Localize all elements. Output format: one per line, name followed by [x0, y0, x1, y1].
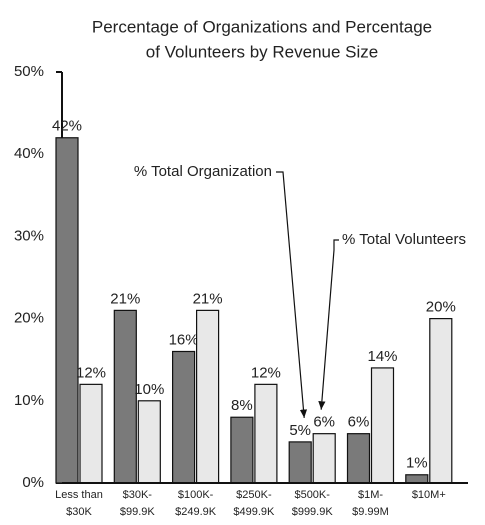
value-label: 5%: [289, 422, 311, 439]
value-label: 6%: [313, 414, 335, 431]
value-label: 14%: [367, 348, 397, 365]
bar: [288, 441, 312, 484]
x-tick-label: $499.9K: [233, 506, 275, 518]
value-label: 12%: [76, 364, 106, 381]
bar: [196, 309, 220, 484]
value-label: 6%: [348, 414, 370, 431]
bar: [370, 367, 395, 484]
x-tick-label: $9.99M: [352, 506, 389, 518]
bar: [346, 433, 371, 484]
x-tick-label: $99.9K: [120, 506, 156, 518]
x-tick-label: $30K-: [123, 489, 153, 501]
series-label: % Total Volunteers: [342, 231, 466, 248]
x-tick-label: $249.9K: [175, 506, 217, 518]
leader-arrow: [276, 171, 308, 418]
x-tick-label: Less than: [55, 489, 103, 501]
y-tick-label: 30%: [14, 227, 44, 244]
bar: [79, 383, 103, 484]
value-label: 16%: [169, 331, 199, 348]
bar: [254, 383, 278, 484]
x-tick-label: $1M-: [358, 489, 383, 501]
value-label: 20%: [426, 299, 456, 316]
x-tick-label: $30K: [66, 506, 92, 518]
bar: [429, 318, 453, 484]
value-label: 21%: [193, 290, 223, 307]
x-tick-label: $100K-: [178, 489, 214, 501]
y-tick-label: 20%: [14, 310, 44, 327]
bar: [55, 137, 79, 484]
leader-arrow: [318, 239, 339, 410]
y-tick-label: 50%: [14, 63, 44, 80]
value-label: 1%: [406, 455, 428, 472]
x-tick-label: $10M+: [412, 489, 446, 501]
chart-title: Percentage of Organizations and Percenta…: [92, 17, 432, 36]
value-label: 21%: [110, 290, 140, 307]
x-tick-label: $250K-: [236, 489, 272, 501]
chart-title: of Volunteers by Revenue Size: [146, 42, 378, 61]
value-label: 12%: [251, 364, 281, 381]
bar: [113, 309, 137, 484]
bar: [405, 474, 429, 484]
x-tick-label: $999.9K: [292, 506, 334, 518]
y-tick-label: 10%: [14, 392, 44, 409]
series-label: % Total Organization: [134, 163, 272, 180]
value-label: 42%: [52, 118, 82, 135]
x-tick-label: $500K-: [294, 489, 330, 501]
bar: [312, 433, 336, 484]
bar: [137, 400, 161, 484]
bar: [230, 416, 254, 484]
y-tick-label: 40%: [14, 145, 44, 162]
value-label: 8%: [231, 397, 253, 414]
y-tick-label: 0%: [22, 474, 44, 491]
value-label: 10%: [134, 381, 164, 398]
bar: [172, 350, 196, 484]
